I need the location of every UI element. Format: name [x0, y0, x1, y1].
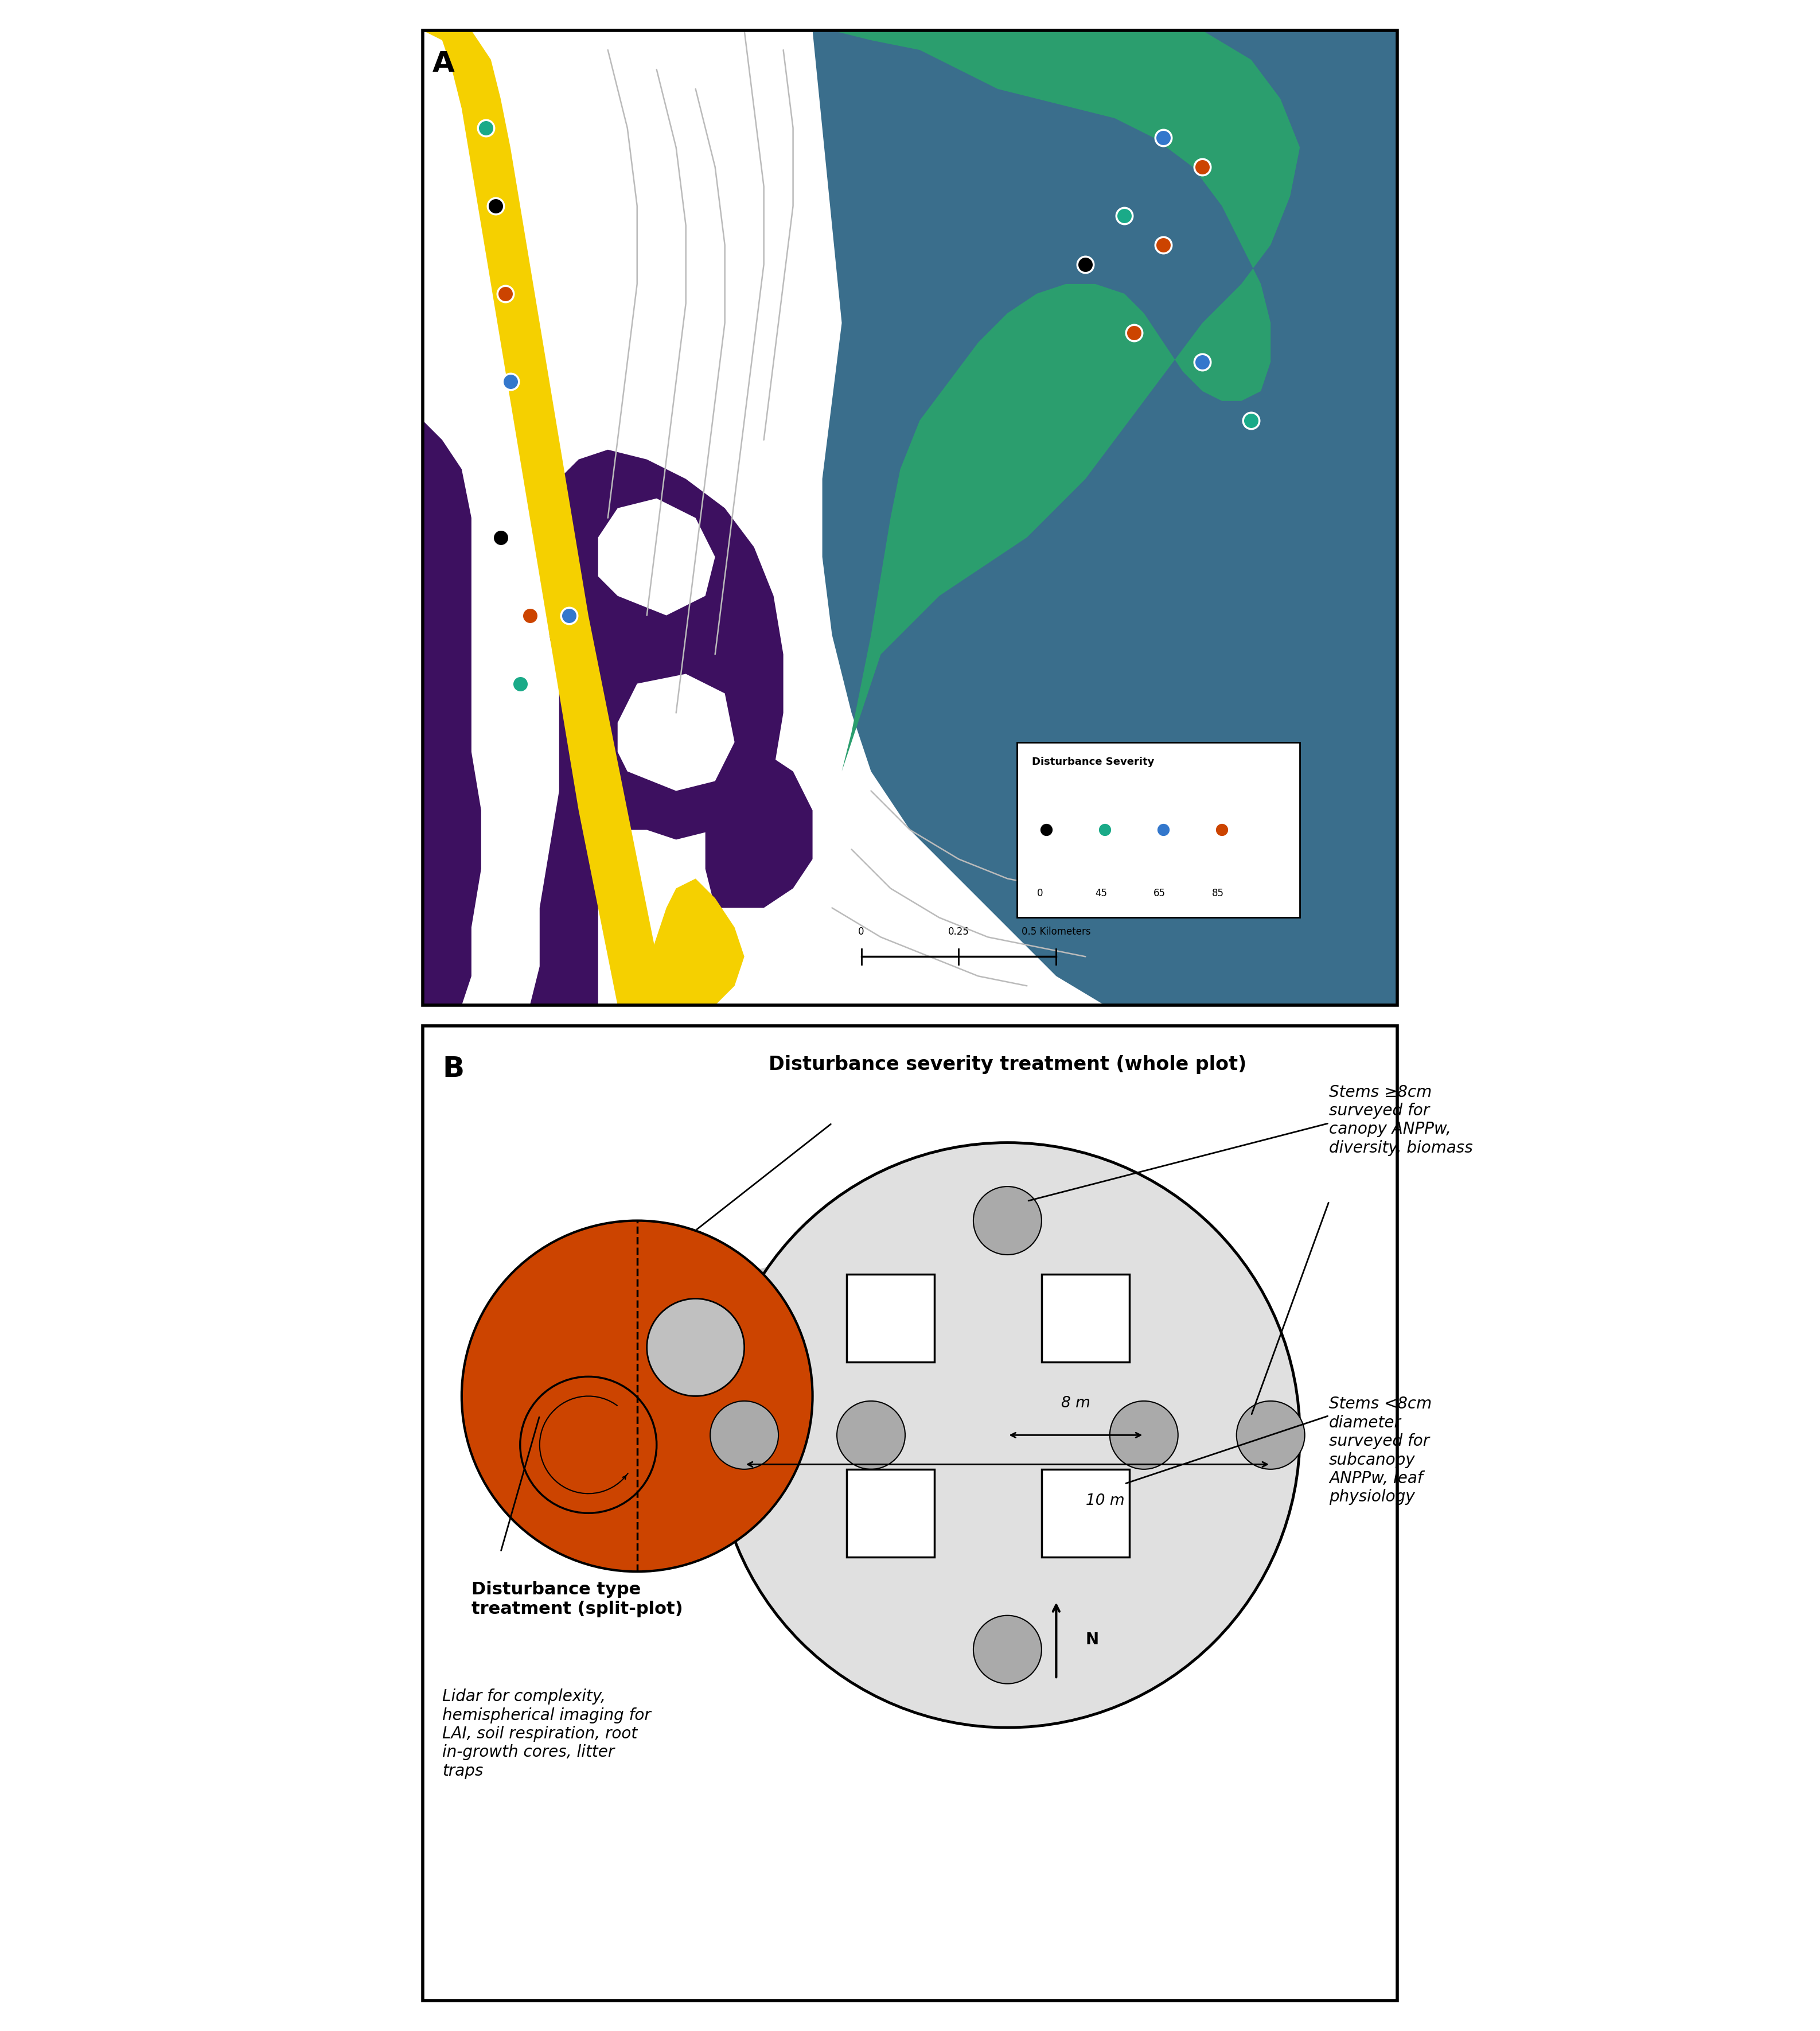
- Text: 65: 65: [1154, 888, 1165, 898]
- Point: [480, 189, 510, 221]
- Point: [1188, 345, 1218, 378]
- Circle shape: [974, 1615, 1041, 1684]
- Point: [506, 668, 535, 701]
- Text: N: N: [1085, 1631, 1099, 1647]
- Circle shape: [646, 1298, 744, 1395]
- Polygon shape: [422, 30, 666, 1005]
- Bar: [846, 1273, 934, 1363]
- Polygon shape: [617, 879, 744, 1005]
- Polygon shape: [471, 498, 530, 556]
- Text: 0: 0: [1037, 888, 1043, 898]
- Polygon shape: [812, 30, 1299, 772]
- Point: [1207, 814, 1236, 847]
- Point: [1148, 814, 1178, 847]
- Point: [471, 112, 501, 144]
- Point: [1188, 150, 1218, 183]
- Text: Lidar for complexity,
hemispherical imaging for
LAI, soil respiration, root
in-g: Lidar for complexity, hemispherical imag…: [442, 1688, 652, 1779]
- Text: 10 m: 10 m: [1085, 1493, 1125, 1509]
- Point: [1110, 199, 1139, 232]
- Point: [1090, 814, 1119, 847]
- Polygon shape: [599, 498, 715, 615]
- Point: [515, 599, 544, 632]
- Text: 45: 45: [1096, 888, 1107, 898]
- Point: [495, 366, 524, 398]
- Polygon shape: [706, 751, 812, 908]
- Point: [491, 278, 521, 311]
- Circle shape: [837, 1401, 905, 1468]
- Text: 0.5 Kilometers: 0.5 Kilometers: [1021, 926, 1090, 936]
- Text: Stems <8cm
diameter
surveyed for
subcanopy
ANPPw, leaf
physiology: Stems <8cm diameter surveyed for subcano…: [1329, 1395, 1432, 1505]
- Bar: [1017, 741, 1299, 918]
- Point: [555, 599, 584, 632]
- Text: A: A: [433, 51, 455, 77]
- Circle shape: [715, 1143, 1299, 1728]
- Circle shape: [710, 1401, 779, 1468]
- Polygon shape: [637, 1221, 959, 1533]
- Polygon shape: [794, 30, 1398, 1005]
- Circle shape: [1236, 1401, 1305, 1468]
- Text: Disturbance type
treatment (split-plot): Disturbance type treatment (split-plot): [471, 1582, 683, 1617]
- Text: 8 m: 8 m: [1061, 1395, 1090, 1412]
- Bar: [846, 1468, 934, 1558]
- Point: [1148, 122, 1178, 154]
- Text: 0.25: 0.25: [948, 926, 970, 936]
- Bar: [422, 1026, 1398, 2001]
- Point: [1148, 230, 1178, 262]
- Text: B: B: [442, 1054, 464, 1083]
- Text: Stems ≥8cm
surveyed for
canopy ANPPw,
diversity, biomass: Stems ≥8cm surveyed for canopy ANPPw, di…: [1329, 1085, 1472, 1156]
- Bar: [1041, 1273, 1128, 1363]
- Point: [486, 522, 515, 554]
- Circle shape: [974, 1186, 1041, 1255]
- Circle shape: [1110, 1401, 1178, 1468]
- Text: Disturbance severity treatment (whole plot): Disturbance severity treatment (whole pl…: [768, 1054, 1247, 1074]
- Bar: [1041, 1468, 1128, 1558]
- Point: [1070, 248, 1099, 280]
- Point: [1236, 404, 1265, 437]
- Polygon shape: [617, 674, 735, 790]
- Text: 0: 0: [859, 926, 864, 936]
- Point: [1119, 317, 1148, 349]
- Point: [1032, 814, 1061, 847]
- Bar: [422, 30, 1398, 1005]
- Text: 85: 85: [1212, 888, 1225, 898]
- Text: Disturbance Severity: Disturbance Severity: [1032, 758, 1154, 768]
- Polygon shape: [422, 420, 783, 1005]
- Circle shape: [462, 1221, 812, 1572]
